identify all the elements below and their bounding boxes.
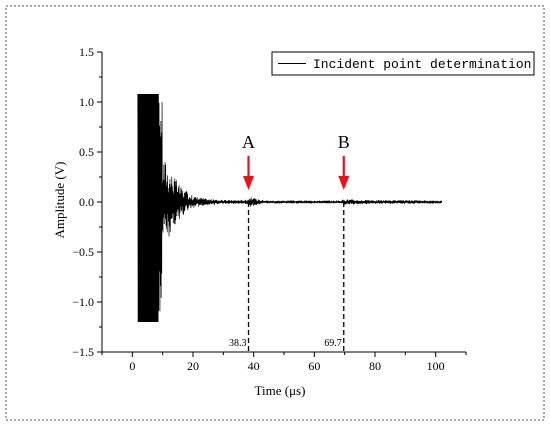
- y-tick-label: −0.5: [72, 245, 94, 259]
- marker-letter: B: [338, 132, 350, 152]
- y-tick-label: 1.5: [79, 45, 94, 59]
- y-tick-label: 1.0: [79, 95, 94, 109]
- x-tick-label: 60: [308, 359, 320, 373]
- y-axis-title: Amplitude (V): [52, 162, 67, 239]
- legend-box: [271, 51, 535, 76]
- marker-value-label: 38.3: [229, 338, 247, 349]
- marker-letter: A: [242, 132, 255, 152]
- series-line: [137, 93, 443, 323]
- x-tick-label: 40: [248, 359, 260, 373]
- x-tick-label: 100: [427, 359, 445, 373]
- x-tick-label: 20: [187, 359, 199, 373]
- y-tick-label: −1.5: [72, 345, 94, 359]
- x-tick-label: 80: [369, 359, 381, 373]
- legend-label: Incident point determination: [313, 57, 531, 72]
- axes: −1.5 −1.0 −0.5 0.0 0.5 1.0 1.5 0 20 40 60 80 100: [72, 45, 467, 373]
- marker-arrow-head: [243, 176, 255, 190]
- x-axis-title: Time (μs): [255, 383, 306, 398]
- marker-arrow-head: [338, 176, 350, 190]
- y-tick-label: 0.0: [79, 195, 94, 209]
- outer-dashed-frame: [5, 5, 545, 421]
- marker-value-label: 69.7: [324, 338, 342, 349]
- y-tick-label: −1.0: [72, 295, 94, 309]
- markers: A 38.3 B 69.7: [229, 132, 350, 352]
- legend: Incident point determination: [271, 51, 535, 76]
- y-tick-label: 0.5: [79, 145, 94, 159]
- x-tick-label: 0: [129, 359, 135, 373]
- chart-area: [137, 93, 443, 323]
